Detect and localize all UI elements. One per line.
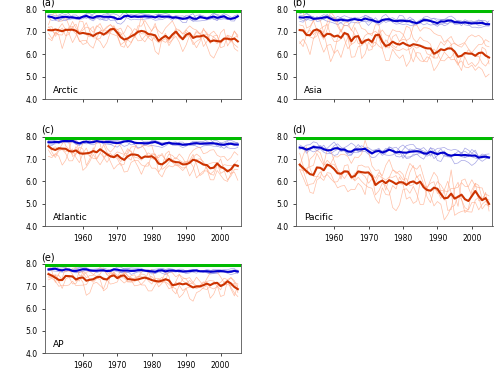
Text: (e): (e) [41, 252, 54, 262]
Text: (a): (a) [41, 0, 54, 8]
Text: Atlantic: Atlantic [53, 213, 88, 222]
Text: Pacific: Pacific [304, 213, 333, 222]
Text: Asia: Asia [304, 86, 323, 95]
Text: (b): (b) [292, 0, 306, 8]
Text: Arctic: Arctic [53, 86, 78, 95]
Text: (d): (d) [292, 125, 306, 135]
Text: AP: AP [53, 340, 64, 349]
Text: (c): (c) [41, 125, 54, 135]
